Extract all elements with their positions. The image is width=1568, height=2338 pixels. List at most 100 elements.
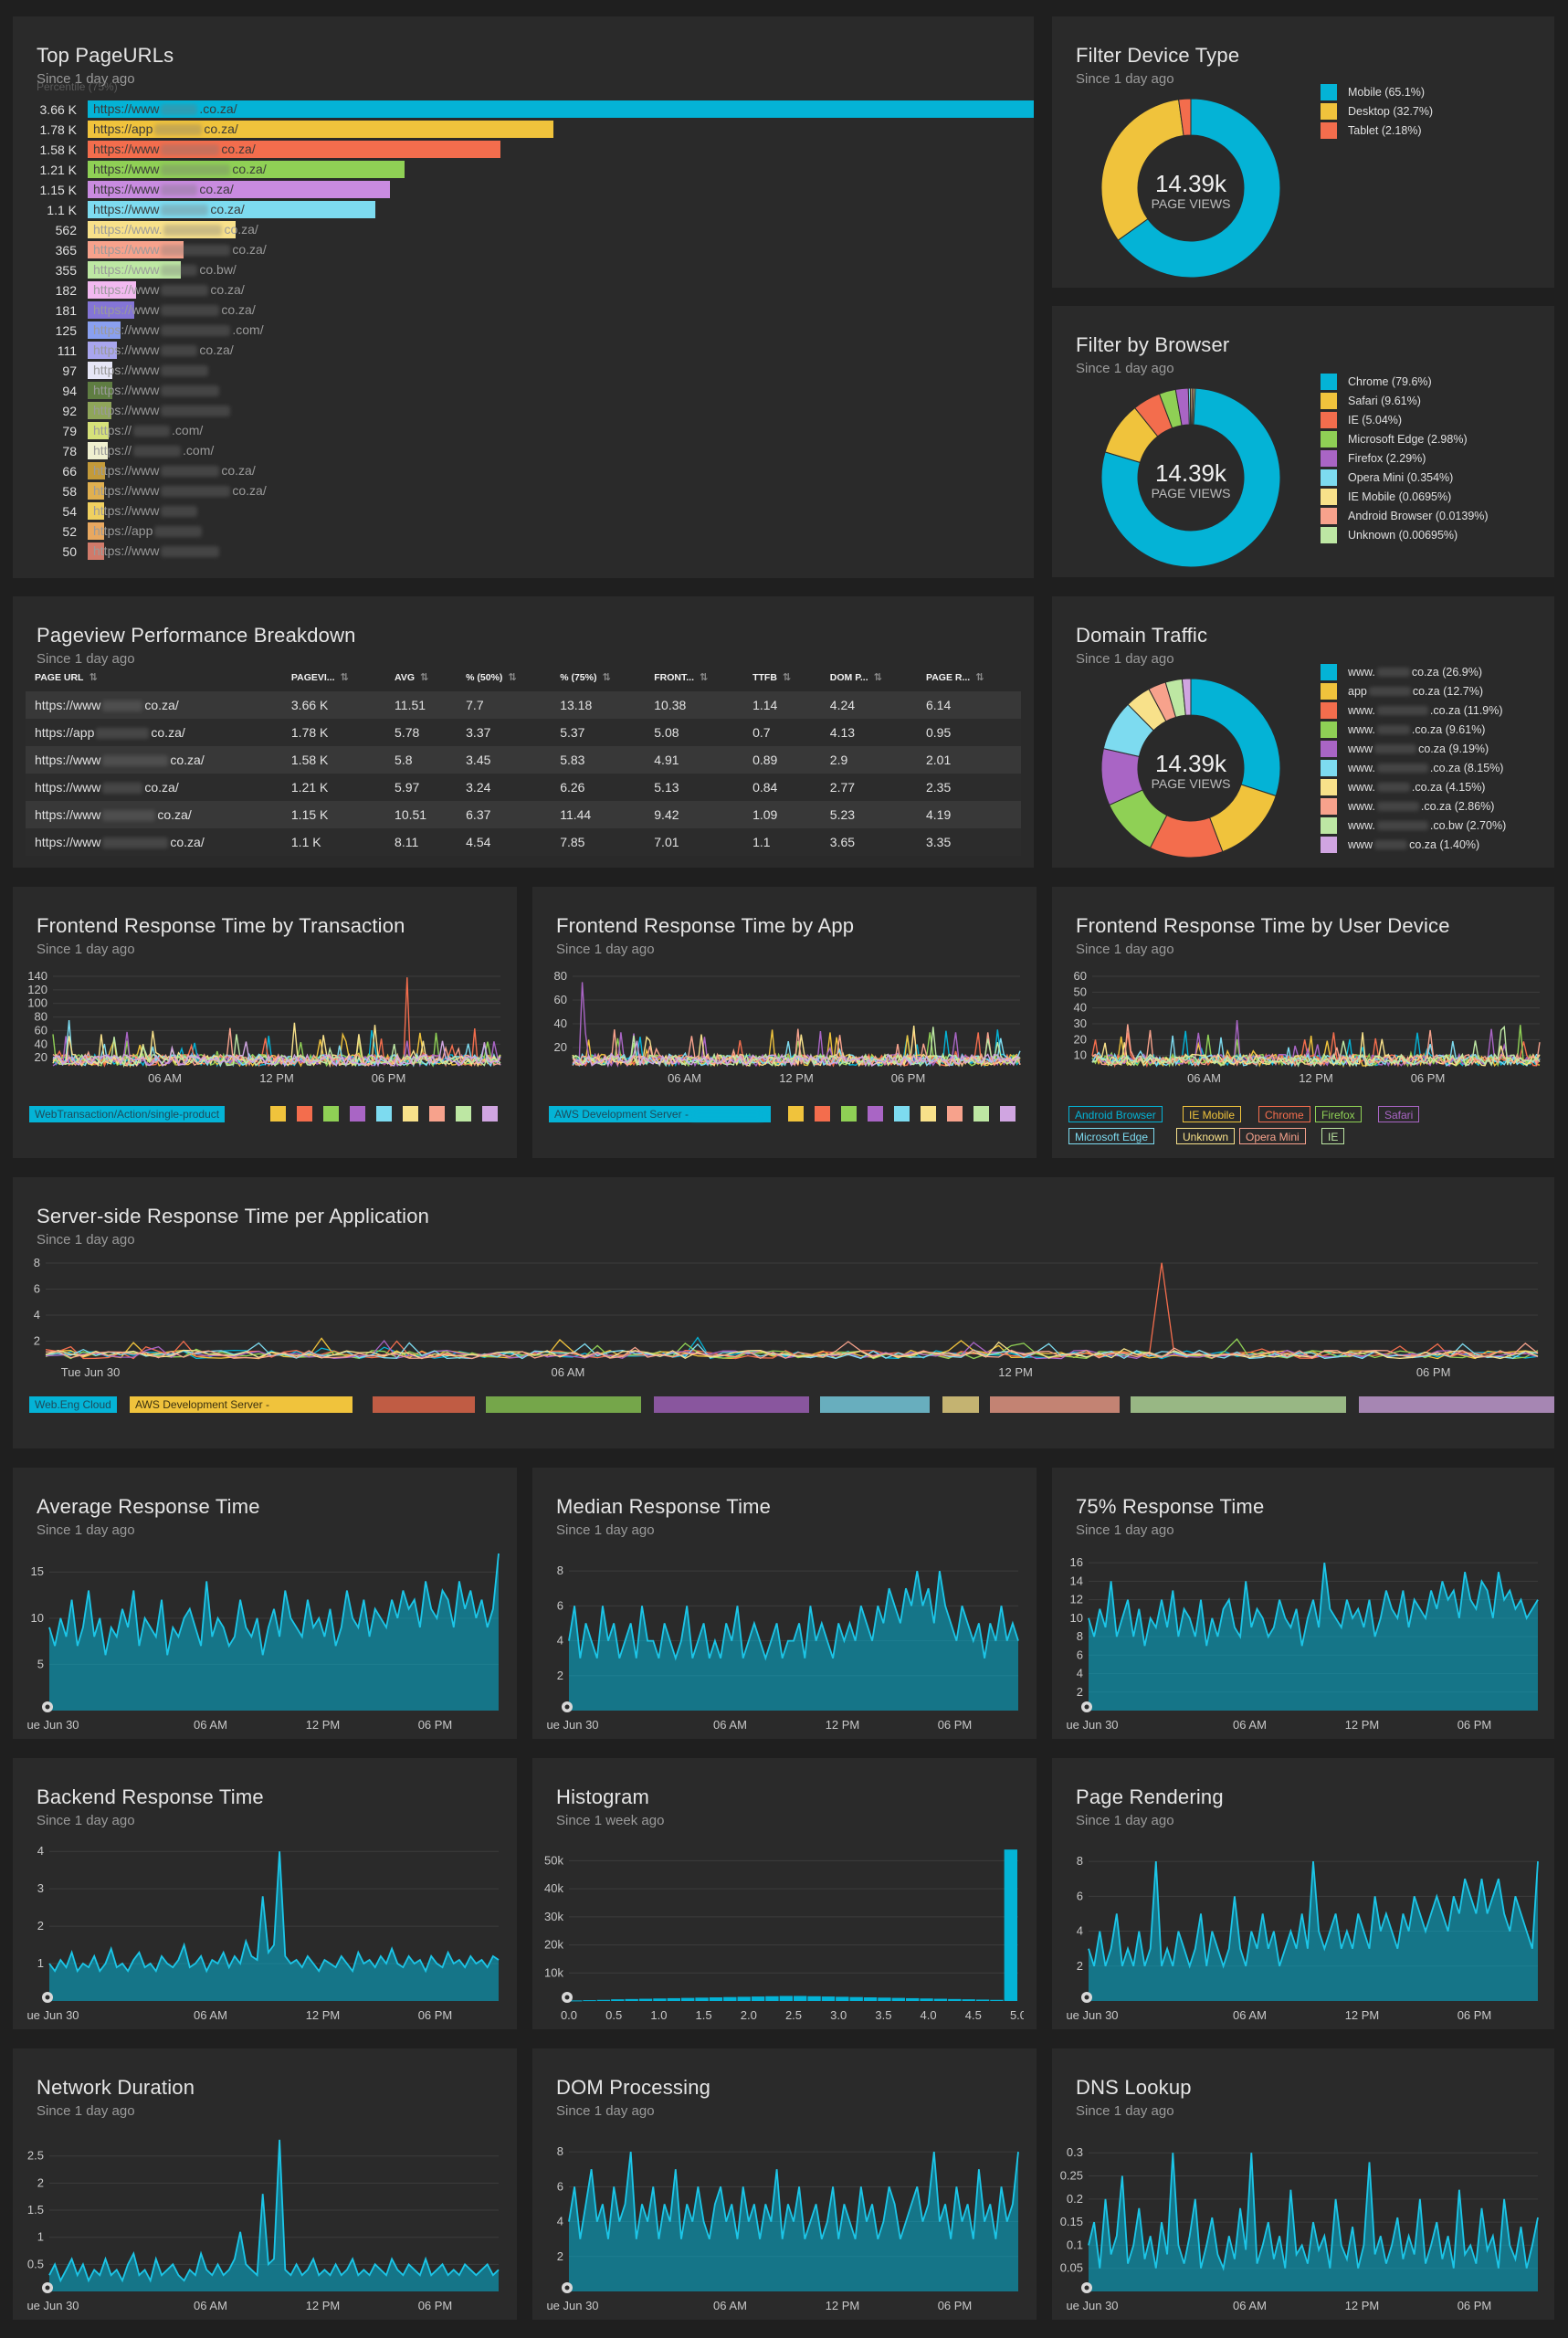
legend-item[interactable]: Chrome (79.6%): [1321, 374, 1432, 390]
histogram-bar[interactable]: [836, 1996, 849, 2001]
histogram-bar[interactable]: [807, 1996, 821, 2001]
url-bar-row[interactable]: 97 https://www: [26, 362, 209, 379]
series-line[interactable]: [568, 1570, 1019, 1661]
sort-icon[interactable]: ⇅: [873, 671, 882, 683]
url-bar[interactable]: https://www: [88, 362, 209, 379]
column-header[interactable]: TTFB ⇅: [743, 662, 821, 691]
legend-item[interactable]: www co.za (1.40%): [1321, 837, 1479, 853]
url-bar[interactable]: https://www co.za/: [88, 201, 375, 218]
legend-tag[interactable]: Unknown: [1176, 1128, 1236, 1144]
url-bar-row[interactable]: 125 https://www .com/: [26, 321, 264, 339]
histogram-bar[interactable]: [653, 1998, 667, 2001]
sort-icon[interactable]: ⇅: [340, 671, 349, 683]
legend-swatch[interactable]: [349, 1106, 365, 1122]
legend-item[interactable]: Android Browser (0.0139%): [1321, 508, 1489, 524]
legend-swatch[interactable]: [481, 1106, 498, 1122]
donut-slice[interactable]: [1178, 98, 1192, 137]
series-line[interactable]: [52, 1034, 501, 1069]
url-cell[interactable]: https://www co.za/: [26, 828, 282, 856]
url-cell[interactable]: https://www co.za/: [26, 774, 282, 801]
column-header[interactable]: % (50%) ⇅: [457, 662, 551, 691]
column-header[interactable]: DOM P... ⇅: [821, 662, 917, 691]
series-line[interactable]: [45, 1262, 1539, 1360]
url-bar-row[interactable]: 1.58 K https://www co.za/: [26, 141, 500, 158]
legend-item[interactable]: www. .co.za (9.61%): [1321, 721, 1485, 738]
table-row[interactable]: https://app co.za/1.78 K 5.78 3.37 5.37 5.08 0…: [26, 719, 1021, 746]
histogram-bar[interactable]: [638, 1998, 653, 2001]
donut-slice[interactable]: [1192, 387, 1196, 426]
column-header[interactable]: FRONT... ⇅: [645, 662, 743, 691]
legend-item[interactable]: Opera Mini (0.354%): [1321, 469, 1453, 486]
legend-tag[interactable]: AWS Development Server -: [130, 1396, 353, 1413]
url-bar-row[interactable]: 562 https://www. co.za/: [26, 221, 258, 238]
legend-tag[interactable]: IE Mobile: [1183, 1106, 1242, 1122]
server-line-chart[interactable]: 8 6 4 2 Tue Jun 30 06 AM 12 PM 06 PM: [22, 1250, 1545, 1378]
histogram-bar[interactable]: [583, 2000, 596, 2002]
legend-item[interactable]: IE Mobile (0.0695%): [1321, 489, 1451, 505]
area-chart[interactable]: 8 6 4 2 ue Jun 30 06 AM 12 PM 06 PM: [532, 2131, 1024, 2313]
histogram-bar[interactable]: [906, 1997, 920, 2001]
url-bar-row[interactable]: 66 https://www co.za/: [26, 462, 256, 479]
legend-item[interactable]: www. .co.za (11.9%): [1321, 702, 1503, 719]
histogram-bar[interactable]: [920, 1998, 933, 2001]
area-chart[interactable]: 2.5 2 1.5 1 0.5 ue Jun 30 06 AM 12 PM 06 PM: [13, 2131, 504, 2313]
url-bar-row[interactable]: 1.78 K https://app co.za/: [26, 121, 554, 138]
legend-item[interactable]: Microsoft Edge (2.98%): [1321, 431, 1468, 448]
area-chart[interactable]: 0.3 0.25 0.2 0.15 0.1 0.05 ue Jun 30 06 AM 12 PM…: [1052, 2131, 1543, 2313]
area-chart[interactable]: 50k 40k 30k 20k 10k 0.0 0.5 1.0 1.5 2.0 2.5 3.0 3.5 4…: [532, 1840, 1024, 2023]
histogram-bar[interactable]: [779, 1996, 793, 2001]
legend-item[interactable]: www. .co.bw (2.70%): [1321, 817, 1506, 834]
legend-tag[interactable]: Chrome: [1258, 1106, 1310, 1122]
column-header[interactable]: AVG ⇅: [385, 662, 457, 691]
histogram-bar[interactable]: [948, 1998, 962, 2001]
legend-tag[interactable]: Firefox: [1315, 1106, 1362, 1122]
legend-swatch[interactable]: [868, 1106, 884, 1122]
legend-item[interactable]: IE (5.04%): [1321, 412, 1402, 428]
legend-item[interactable]: Desktop (32.7%): [1321, 103, 1433, 120]
url-cell[interactable]: https://app co.za/: [26, 719, 282, 746]
column-header[interactable]: PAGE R... ⇅: [917, 662, 1021, 691]
legend-swatch[interactable]: [322, 1106, 339, 1122]
area-chart[interactable]: 8 6 4 2 ue Jun 30 06 AM 12 PM 06 PM: [1052, 1840, 1543, 2023]
url-bar-row[interactable]: 182 https://www co.za/: [26, 281, 245, 299]
histogram-bar[interactable]: [695, 1997, 709, 2001]
legend-tag[interactable]: [942, 1396, 979, 1413]
url-bar[interactable]: https://www co.za/: [88, 482, 267, 500]
legend-tag[interactable]: [1359, 1396, 1554, 1413]
histogram-bar[interactable]: [863, 1997, 878, 2001]
sort-icon[interactable]: ⇅: [420, 671, 429, 683]
legend-tag[interactable]: [820, 1396, 930, 1413]
legend-swatch[interactable]: [402, 1106, 418, 1122]
sort-icon[interactable]: ⇅: [700, 671, 709, 683]
histogram-bar[interactable]: [962, 1999, 975, 2001]
legend-swatch[interactable]: [1000, 1106, 1016, 1122]
histogram-bar[interactable]: [765, 1996, 779, 2001]
legend-tag[interactable]: IE: [1321, 1128, 1345, 1144]
table-row[interactable]: https://www co.za/1.15 K 10.51 6.37 11.44 9.4…: [26, 801, 1021, 828]
area-chart[interactable]: 15 10 5 ue Jun 30 06 AM 12 PM 06 PM: [13, 1550, 504, 1732]
sort-icon[interactable]: ⇅: [782, 671, 792, 683]
series-line[interactable]: [48, 2139, 500, 2283]
series-line[interactable]: [48, 1553, 500, 1656]
histogram-bar[interactable]: [821, 1996, 836, 2001]
legend-swatch[interactable]: [973, 1106, 990, 1122]
donut-slice[interactable]: [1117, 98, 1281, 279]
area-chart[interactable]: 8 6 4 2 ue Jun 30 06 AM 12 PM 06 PM: [532, 1550, 1024, 1732]
legend-tag[interactable]: WebTransaction/Action/single-product: [29, 1106, 226, 1122]
url-bar[interactable]: https://www co.za/: [88, 281, 245, 299]
table-row[interactable]: https://www co.za/1.1 K 8.11 4.54 7.85 7.01 1.…: [26, 828, 1021, 856]
histogram-bar[interactable]: [1004, 1849, 1017, 2001]
column-header[interactable]: % (75%) ⇅: [551, 662, 645, 691]
url-bar[interactable]: https://www co.za/: [88, 462, 256, 479]
series-line[interactable]: [1088, 1861, 1539, 1969]
donut-slice[interactable]: [1100, 387, 1281, 568]
legend-tag[interactable]: [1131, 1396, 1346, 1413]
histogram-bar[interactable]: [709, 1997, 723, 2001]
sort-icon[interactable]: ⇅: [508, 671, 517, 683]
url-bar-row[interactable]: 94 https://www: [26, 382, 220, 399]
legend-item[interactable]: www. .co.za (2.86%): [1321, 798, 1494, 815]
url-bar[interactable]: https://www: [88, 402, 231, 419]
legend-tag[interactable]: Opera Mini: [1239, 1128, 1306, 1144]
